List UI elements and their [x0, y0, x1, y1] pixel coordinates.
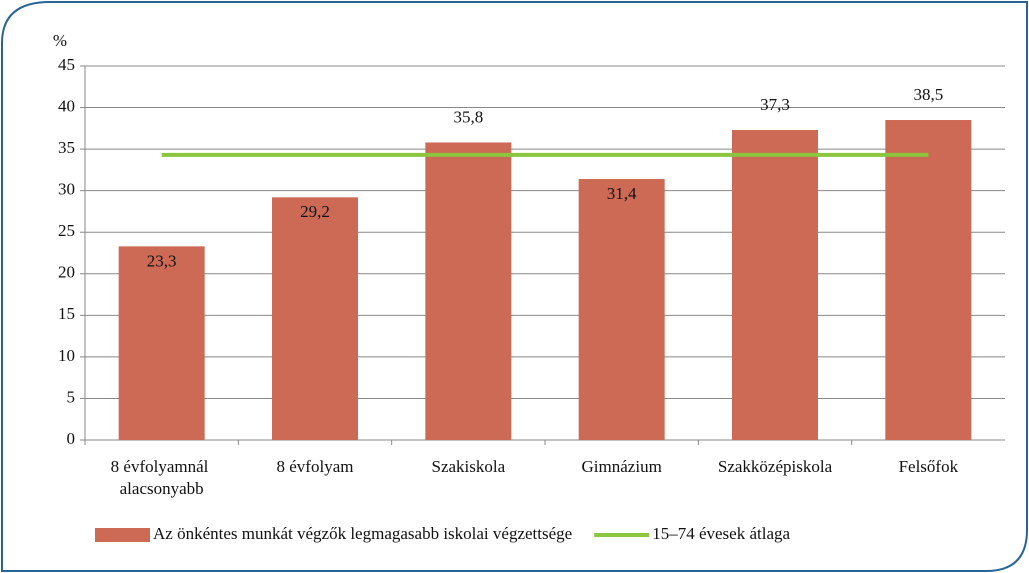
y-tick-label: 40: [58, 96, 75, 115]
legend-swatch: [95, 528, 150, 542]
data-label: 31,4: [607, 184, 637, 203]
bar: [272, 197, 358, 440]
legend-label: 15–74 évesek átlaga: [652, 524, 790, 543]
y-tick-label: 25: [58, 221, 75, 240]
bar: [578, 179, 665, 440]
x-tick-label: 8 évfolyam: [277, 457, 354, 476]
bar: [118, 246, 205, 440]
y-tick-label: 30: [58, 180, 75, 199]
data-label: 29,2: [300, 202, 330, 221]
x-tick-label: 8 évfolyamnál alacsonyabb: [111, 457, 213, 498]
x-tick-label: Szakközépiskola: [718, 457, 833, 476]
x-tick-label: Gimnázium: [582, 457, 662, 476]
y-tick-label: 20: [58, 263, 75, 282]
data-label: 37,3: [760, 95, 790, 114]
x-tick-label: Felsőfok: [899, 457, 959, 476]
y-tick-label: 0: [67, 429, 76, 448]
y-tick-label: 5: [67, 387, 76, 406]
bar: [732, 129, 818, 441]
bar: [885, 120, 972, 441]
y-tick-label: 35: [58, 138, 75, 157]
bar: [425, 142, 512, 440]
data-label: 35,8: [453, 107, 483, 126]
legend-label: Az önkéntes munkát végzők legmagasabb is…: [153, 524, 572, 543]
y-tick-label: 15: [58, 304, 75, 323]
data-label: 38,5: [913, 85, 943, 104]
x-tick-label: Szakiskola: [432, 457, 506, 476]
y-axis-label: %: [53, 31, 67, 50]
data-label: 23,3: [147, 251, 177, 270]
y-tick-label: 45: [58, 55, 75, 74]
y-tick-label: 10: [58, 346, 75, 365]
